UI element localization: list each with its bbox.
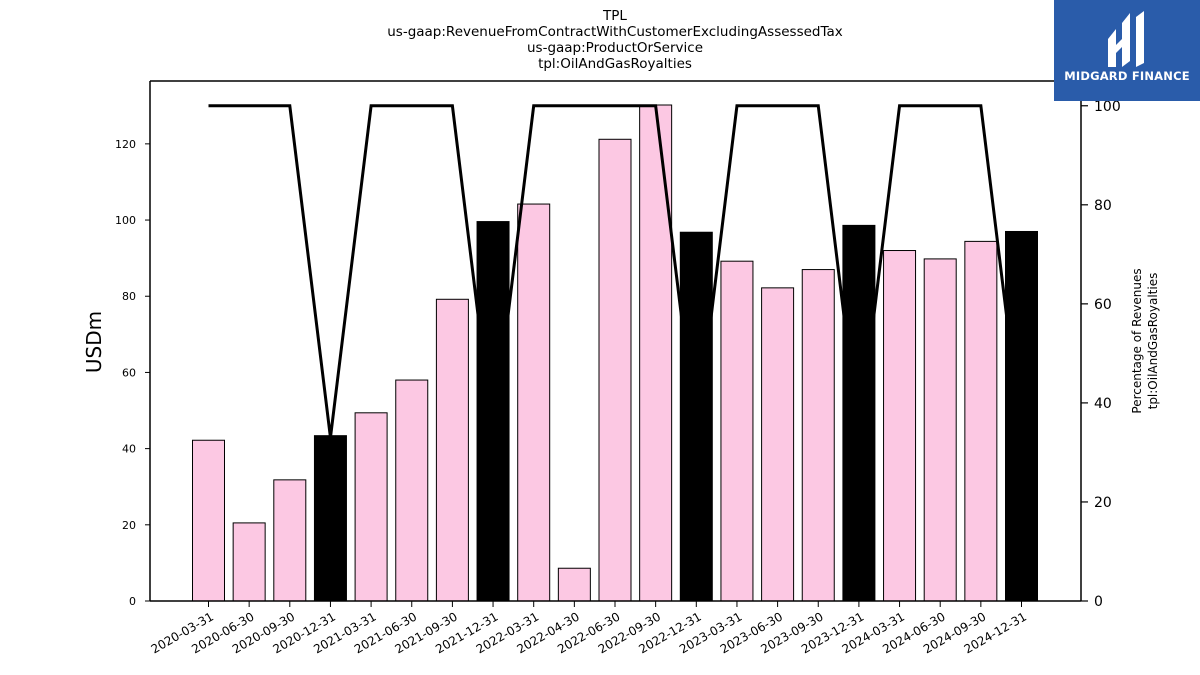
bar-2021-09-30 bbox=[435, 298, 469, 602]
y-tick-label-60: 60 bbox=[122, 366, 136, 379]
y-tick-label-120: 120 bbox=[115, 138, 136, 151]
bar-2022-12-31 bbox=[679, 231, 713, 602]
y2-tick-label-40: 40 bbox=[1094, 396, 1112, 412]
chart-title-line-2: us-gaap:ProductOrService bbox=[527, 40, 703, 56]
chart-title-line-0: TPL bbox=[602, 8, 627, 24]
bar-2020-06-30 bbox=[232, 522, 266, 602]
y-tick-label-40: 40 bbox=[122, 443, 136, 456]
bar-2023-03-31 bbox=[720, 260, 754, 602]
y-tick-label-80: 80 bbox=[122, 290, 136, 303]
y2-tick-label-80: 80 bbox=[1094, 198, 1112, 214]
bar-2022-06-30 bbox=[598, 138, 632, 602]
bar-2024-09-30 bbox=[964, 240, 998, 602]
y2-tick-label-100: 100 bbox=[1094, 99, 1121, 115]
percentage-line bbox=[208, 104, 1023, 438]
y-tick-label-20: 20 bbox=[122, 519, 136, 532]
bar-2023-12-31 bbox=[842, 224, 876, 602]
y2-tick-label-20: 20 bbox=[1094, 495, 1112, 511]
y2-tick-label-60: 60 bbox=[1094, 297, 1112, 313]
bar-2024-06-30 bbox=[923, 258, 957, 602]
y-axis-label: USDm bbox=[82, 311, 106, 373]
bar-2022-09-30 bbox=[639, 104, 673, 602]
midgard-logo-icon bbox=[1108, 11, 1144, 67]
y-tick-label-0: 0 bbox=[129, 595, 136, 608]
bar-2023-09-30 bbox=[801, 269, 835, 602]
chart-title-line-3: tpl:OilAndGasRoyalties bbox=[538, 56, 692, 72]
bar-2022-03-31 bbox=[517, 203, 551, 602]
y2-axis-label-line-1: tpl:OilAndGasRoyalties bbox=[1146, 273, 1160, 410]
bar-2023-06-30 bbox=[761, 287, 795, 602]
y2-axis-label-line-0: Percentage of Revenues bbox=[1130, 268, 1144, 413]
bar-2024-03-31 bbox=[883, 250, 917, 602]
bar-2020-09-30 bbox=[273, 479, 307, 602]
bar-2024-12-31 bbox=[1005, 230, 1038, 602]
midgard-finance-logo: MIDGARD FINANCE bbox=[1054, 0, 1200, 101]
bar-2021-03-31 bbox=[354, 412, 388, 602]
bar-2022-04-30 bbox=[557, 567, 591, 602]
bar-2020-12-31 bbox=[313, 435, 347, 602]
y2-tick-label-0: 0 bbox=[1094, 594, 1103, 610]
bar-2020-03-31 bbox=[192, 439, 225, 602]
y-tick-label-100: 100 bbox=[115, 214, 136, 227]
chart-title-line-1: us-gaap:RevenueFromContractWithCustomerE… bbox=[387, 24, 843, 40]
logo-brand-text: MIDGARD FINANCE bbox=[1064, 69, 1190, 83]
bar-2021-12-31 bbox=[476, 221, 510, 602]
bar-2021-06-30 bbox=[395, 379, 429, 602]
